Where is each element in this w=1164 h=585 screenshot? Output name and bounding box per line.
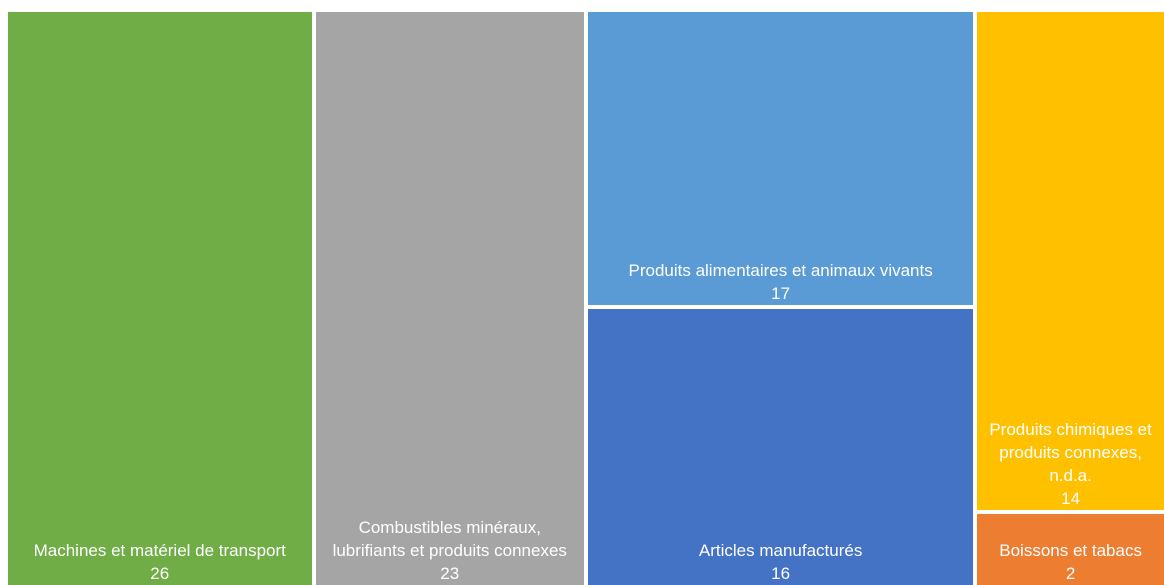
value-label: 14: [1061, 488, 1081, 508]
category-label: Articles manufacturés: [698, 540, 863, 560]
value-label: 23: [440, 564, 460, 583]
treemap-tile: Boissons et tabacs 2: [977, 513, 1164, 585]
tile-label: Articles manufacturés 16: [596, 539, 965, 585]
category-label: Produits chimiques et produits connexes,…: [989, 419, 1152, 485]
tile-label: Combustibles minéraux, lubrifiants et pr…: [324, 516, 576, 585]
tile-label: Boissons et tabacs 2: [985, 539, 1156, 585]
category-label: Combustibles minéraux, lubrifiants et pr…: [332, 518, 567, 560]
category-label: Machines et matériel de transport: [33, 541, 286, 560]
treemap-tile: Combustibles minéraux, lubrifiants et pr…: [315, 12, 584, 585]
treemap-tile: Produits alimentaires et animaux vivants…: [588, 12, 974, 306]
tile-label: Machines et matériel de transport 26: [16, 539, 304, 585]
treemap-tile: Machines et matériel de transport 26: [8, 12, 312, 585]
treemap-tile: Produits chimiques et produits connexes,…: [977, 12, 1164, 510]
tile-label: Produits chimiques et produits connexes,…: [985, 418, 1156, 510]
value-label: 17: [771, 284, 791, 304]
category-label: Boissons et tabacs: [999, 541, 1142, 560]
value-label: 16: [771, 563, 791, 583]
value-label: 26: [150, 564, 170, 583]
treemap-tile: Articles manufacturés 16: [588, 309, 974, 585]
category-label: Produits alimentaires et animaux vivants: [628, 261, 933, 281]
tile-label: Produits alimentaires et animaux vivants…: [596, 259, 965, 305]
value-label: 2: [1065, 564, 1076, 583]
